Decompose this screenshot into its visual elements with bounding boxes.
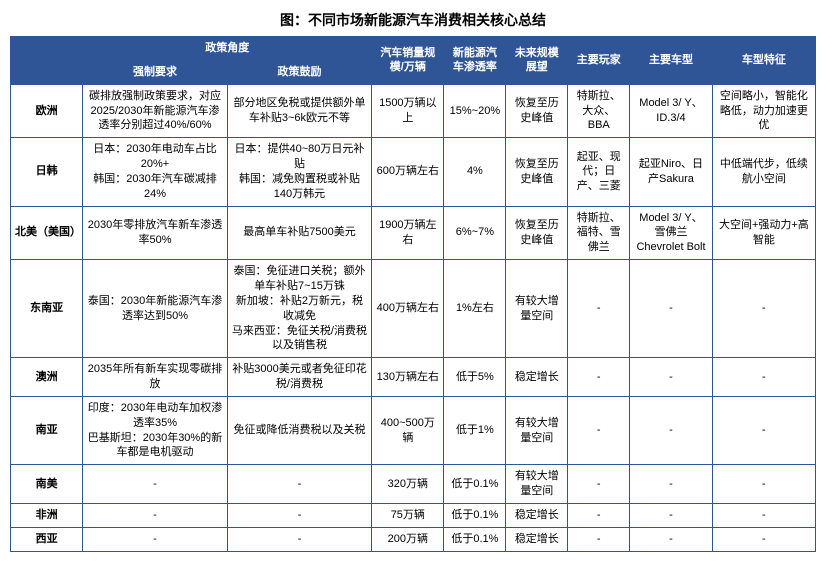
cell-outlook: 有较大增量空间 xyxy=(506,396,568,464)
cell-mandate: - xyxy=(83,465,227,504)
cell-models: 起亚Niro、日产Sakura xyxy=(630,138,713,206)
cell-models: - xyxy=(630,358,713,397)
cell-incentive: 日本：提供40~80万日元补贴韩国：减免购置税或补贴140万韩元 xyxy=(227,138,371,206)
cell-mandate: 日本：2030年电动车占比20%+韩国：2030年汽车碳减排24% xyxy=(83,138,227,206)
cell-penetration: 低于1% xyxy=(444,396,506,464)
cell-players: - xyxy=(568,396,630,464)
cell-incentive: - xyxy=(227,465,371,504)
cell-volume: 320万辆 xyxy=(372,465,444,504)
cell-outlook: 恢复至历史峰值 xyxy=(506,138,568,206)
cell-features: 大空间+强动力+高智能 xyxy=(712,206,815,260)
table-row: 东南亚泰国：2030年新能源汽车渗透率达到50%泰国：免征进口关税；额外单车补贴… xyxy=(11,260,816,358)
col-players: 主要玩家 xyxy=(568,37,630,85)
cell-outlook: 恢复至历史峰值 xyxy=(506,206,568,260)
col-models: 主要车型 xyxy=(630,37,713,85)
cell-players: - xyxy=(568,358,630,397)
cell-features: - xyxy=(712,465,815,504)
cell-region: 北美（美国） xyxy=(11,206,83,260)
cell-features: - xyxy=(712,503,815,527)
cell-volume: 400~500万辆 xyxy=(372,396,444,464)
cell-features: 中低端代步，低续航小空间 xyxy=(712,138,815,206)
table-row: 北美（美国）2030年零排放汽车新车渗透率50%最高单车补贴7500美元1900… xyxy=(11,206,816,260)
cell-penetration: 低于0.1% xyxy=(444,503,506,527)
table-row: 日韩日本：2030年电动车占比20%+韩国：2030年汽车碳减排24%日本：提供… xyxy=(11,138,816,206)
cell-incentive: 补贴3000美元或者免征印花税/消费税 xyxy=(227,358,371,397)
summary-table: 政策角度 汽车销量规模/万辆 新能源汽车渗透率 未来规模展望 主要玩家 主要车型… xyxy=(10,36,816,552)
cell-penetration: 15%~20% xyxy=(444,84,506,138)
cell-outlook: 有较大增量空间 xyxy=(506,465,568,504)
cell-players: - xyxy=(568,503,630,527)
table-row: 南美--320万辆低于0.1%有较大增量空间--- xyxy=(11,465,816,504)
cell-models: - xyxy=(630,396,713,464)
cell-players: 特斯拉、大众、BBA xyxy=(568,84,630,138)
cell-features: - xyxy=(712,260,815,358)
cell-players: - xyxy=(568,260,630,358)
cell-mandate: 印度：2030年电动车加权渗透率35%巴基斯坦：2030年30%的新车都是电机驱… xyxy=(83,396,227,464)
cell-incentive: 泰国：免征进口关税；额外单车补贴7~15万铢新加坡：补贴2万新元，税收减免马来西… xyxy=(227,260,371,358)
cell-incentive: 部分地区免税或提供额外单车补贴3~6k欧元不等 xyxy=(227,84,371,138)
cell-outlook: 有较大增量空间 xyxy=(506,260,568,358)
table-row: 澳洲2035年所有新车实现零碳排放补贴3000美元或者免征印花税/消费税130万… xyxy=(11,358,816,397)
cell-incentive: 免征或降低消费税以及关税 xyxy=(227,396,371,464)
table-body: 欧洲碳排放强制政策要求，对应2025/2030年新能源汽车渗透率分别超过40%/… xyxy=(11,84,816,551)
cell-volume: 600万辆左右 xyxy=(372,138,444,206)
col-features: 车型特征 xyxy=(712,37,815,85)
col-region-blank xyxy=(11,37,83,85)
cell-features: 空间略小，智能化略低，动力加速更优 xyxy=(712,84,815,138)
cell-region: 非洲 xyxy=(11,503,83,527)
cell-features: - xyxy=(712,358,815,397)
table-row: 欧洲碳排放强制政策要求，对应2025/2030年新能源汽车渗透率分别超过40%/… xyxy=(11,84,816,138)
cell-mandate: 泰国：2030年新能源汽车渗透率达到50% xyxy=(83,260,227,358)
cell-penetration: 1%左右 xyxy=(444,260,506,358)
cell-features: - xyxy=(712,396,815,464)
cell-outlook: 恢复至历史峰值 xyxy=(506,84,568,138)
cell-mandate: 2030年零排放汽车新车渗透率50% xyxy=(83,206,227,260)
cell-models: Model 3/ Y、雪佛兰Chevrolet Bolt xyxy=(630,206,713,260)
col-outlook: 未来规模展望 xyxy=(506,37,568,85)
col-volume: 汽车销量规模/万辆 xyxy=(372,37,444,85)
cell-incentive: - xyxy=(227,503,371,527)
col-policy-group: 政策角度 xyxy=(83,37,372,61)
page-title: 图：不同市场新能源汽车消费相关核心总结 xyxy=(10,10,816,30)
cell-outlook: 稳定增长 xyxy=(506,358,568,397)
cell-outlook: 稳定增长 xyxy=(506,503,568,527)
cell-models: - xyxy=(630,260,713,358)
cell-region: 日韩 xyxy=(11,138,83,206)
cell-players: 特斯拉、福特、雪佛兰 xyxy=(568,206,630,260)
cell-models: - xyxy=(630,465,713,504)
cell-volume: 1500万辆以上 xyxy=(372,84,444,138)
cell-region: 东南亚 xyxy=(11,260,83,358)
cell-region: 澳洲 xyxy=(11,358,83,397)
cell-penetration: 低于0.1% xyxy=(444,465,506,504)
cell-incentive: 最高单车补贴7500美元 xyxy=(227,206,371,260)
col-mandate: 强制要求 xyxy=(83,60,227,84)
cell-volume: 75万辆 xyxy=(372,503,444,527)
cell-penetration: 低于5% xyxy=(444,358,506,397)
col-penetration: 新能源汽车渗透率 xyxy=(444,37,506,85)
cell-region: 南美 xyxy=(11,465,83,504)
cell-mandate: 2035年所有新车实现零碳排放 xyxy=(83,358,227,397)
col-incentive: 政策鼓励 xyxy=(227,60,371,84)
cell-volume: 400万辆左右 xyxy=(372,260,444,358)
cell-players: 起亚、现代；日产、三菱 xyxy=(568,138,630,206)
cell-players: - xyxy=(568,465,630,504)
cell-models: Model 3/ Y、ID.3/4 xyxy=(630,84,713,138)
cell-region: 欧洲 xyxy=(11,84,83,138)
cell-mandate: - xyxy=(83,503,227,527)
cell-mandate: 碳排放强制政策要求，对应2025/2030年新能源汽车渗透率分别超过40%/60… xyxy=(83,84,227,138)
cell-volume: 1900万辆左右 xyxy=(372,206,444,260)
cell-penetration: 4% xyxy=(444,138,506,206)
cell-volume: 130万辆左右 xyxy=(372,358,444,397)
cell-models: - xyxy=(630,503,713,527)
cell-penetration: 6%~7% xyxy=(444,206,506,260)
cell-region: 南亚 xyxy=(11,396,83,464)
table-row: 南亚印度：2030年电动车加权渗透率35%巴基斯坦：2030年30%的新车都是电… xyxy=(11,396,816,464)
table-row: 非洲--75万辆低于0.1%稳定增长--- xyxy=(11,503,816,527)
